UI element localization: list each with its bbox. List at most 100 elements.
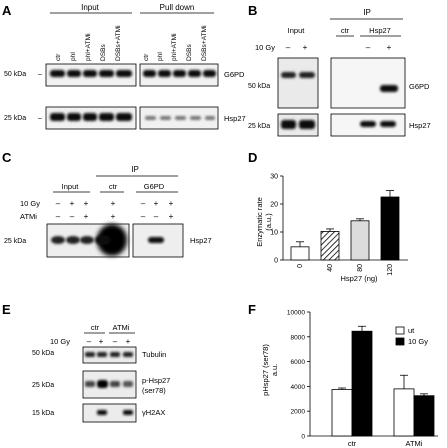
panel-a-lane-3: phl+ATMi [85, 33, 92, 61]
panel-a-lane-8: phl+ATMi [171, 33, 178, 61]
panel-f-xtick-label: ATMi [406, 439, 423, 448]
panel-d-ytick-label: 20 [270, 202, 278, 209]
panel-b-blot-ip-g6pd [330, 57, 406, 109]
panel-b-sign-3: – [366, 43, 371, 52]
panel-a-lane-6: ctr [143, 53, 150, 61]
panel-b-bands-ip-hsp27 [360, 121, 396, 127]
panel-e-letter: E [2, 302, 11, 317]
panel-d-ytick-label: 10 [270, 230, 278, 237]
panel-e: E ctr ATMi 10 Gy – + – + 50 kDa 25 kDa 1… [2, 302, 170, 423]
panel-f-legend-ut: ut [408, 326, 415, 335]
panel-f-letter: F [248, 302, 256, 317]
panel-e-mw-25: 25 kDa [32, 382, 54, 389]
panel-f-legend-10gy: 10 Gy [408, 337, 428, 346]
panel-d-xtick-label: 0 [297, 264, 304, 268]
panel-a-lane-10: DSBs+ATMi [201, 25, 208, 61]
panel-a-mw-25-tick: – [38, 115, 42, 122]
panel-c-gy-sign-4: + [111, 199, 116, 208]
panel-c-bands-input-ctr [51, 224, 127, 256]
panel-a-lane-2: phl [70, 52, 77, 61]
panel-d-letter: D [248, 150, 257, 165]
panel-b-ip: IP [363, 8, 371, 17]
panel-f-legend-swatch-ut [395, 326, 405, 335]
panel-a-mw-50: 50 kDa [4, 71, 26, 78]
panel-d-ylabel: Enzymatic rate [255, 197, 264, 247]
panel-c-letter: C [2, 150, 12, 165]
panel-f-ytick-label: 0 [301, 434, 305, 441]
panel-a-mw-25: 25 kDa [4, 115, 26, 122]
panel-c-atmi-sign-1: – [56, 212, 61, 221]
panel-d-ytick-label: 0 [274, 258, 278, 265]
panel-c-atmi: ATMi [20, 212, 37, 221]
panel-c-atmi-sign-5: – [141, 212, 146, 221]
panel-a-label-hsp27: Hsp27 [224, 114, 246, 123]
panel-e-sign-3: – [113, 337, 118, 346]
panel-a-mw-50-tick: – [38, 71, 42, 78]
panel-e-blot-gh2ax [82, 403, 137, 423]
panel-c-atmi-sign-6: – [154, 212, 159, 221]
panel-a-lane-1: ctr [55, 53, 62, 61]
panel-e-blot-tubulin [82, 346, 137, 364]
panel-e-bands-phsp27 [85, 380, 133, 388]
panel-e-label-tubulin: Tubulin [142, 350, 166, 359]
panel-f-ytick-label: 10000 [287, 310, 305, 317]
panel-f-ytick-label: 8000 [291, 334, 306, 341]
panel-b-label-hsp27: Hsp27 [409, 121, 431, 130]
panel-d-xtick-label: 40 [327, 264, 334, 272]
panel-d-ytick-label: 30 [270, 174, 278, 181]
panel-c-gy-sign-1: – [56, 199, 61, 208]
panel-c-gy-sign-2: + [70, 199, 75, 208]
panel-f-ytick-label: 2000 [291, 409, 306, 416]
panel-f-xtick-label: ctr [348, 439, 357, 448]
panel-f-bar [413, 395, 435, 437]
panel-f-bar [351, 330, 373, 437]
panel-f-ylabel: pHsp27 (ser78) [261, 344, 270, 396]
panel-b-blot-input-g6pd [277, 57, 319, 109]
panel-c-atmi-sign-4: + [111, 212, 116, 221]
panel-e-ctr: ctr [91, 323, 100, 332]
panel-b-sign-2: + [303, 43, 308, 52]
panel-a-lane-5: DSBs+ATMi [115, 25, 122, 61]
panel-f-ytick-label: 4000 [291, 384, 306, 391]
panel-e-label-gh2ax: γH2AX [142, 408, 165, 417]
panel-d-xtick-label: 80 [357, 264, 364, 272]
panel-a-pulldown-header: Pull down [160, 3, 195, 12]
panel-a-bands-input-g6pd [50, 70, 132, 77]
panel-e-label-phsp27: p-Hsp27 [142, 376, 170, 385]
panel-b-hsp27: Hsp27 [369, 26, 391, 35]
panel-d-bar [350, 220, 370, 261]
panel-b-mw-25: 25 kDa [248, 123, 270, 130]
panel-c-gy-sign-6: + [154, 199, 159, 208]
panel-f-bar [393, 388, 415, 437]
panel-a-bands-input-hsp27 [50, 113, 132, 121]
panel-b-bands-ip-g6pd [380, 85, 398, 92]
panel-f-bar [331, 389, 353, 437]
panel-d-bar [290, 246, 310, 261]
panel-a-input-header: Input [81, 3, 100, 12]
panel-b-label-g6pd: G6PD [409, 82, 430, 91]
panel-a-bands-pulldown-hsp27 [145, 116, 215, 120]
panel-e-bands-tubulin [85, 352, 133, 357]
panel-a-lane-7: phl [157, 52, 164, 61]
panel-f-legend-swatch-10gy [395, 337, 405, 346]
panel-f-ylabel-unit: a.u. [270, 364, 279, 377]
panel-e-atmi: ATMi [113, 323, 130, 332]
panel-b-sign-4: + [387, 43, 392, 52]
panel-c-input: Input [62, 182, 80, 191]
panel-e-label-ser78: (ser78) [142, 386, 166, 395]
panel-d-bar [380, 196, 400, 261]
panel-e-bands-gh2ax [97, 410, 133, 415]
panel-e-sign-2: + [99, 337, 104, 346]
panel-b-blot-input-hsp27 [277, 113, 319, 137]
panel-c-atmi-sign-3: + [84, 212, 89, 221]
panel-b-input: Input [288, 26, 306, 35]
panel-b-letter: B [248, 3, 257, 18]
panel-e-sign-1: – [87, 337, 92, 346]
panel-c-ctr: ctr [109, 182, 118, 191]
panel-e-mw-15: 15 kDa [32, 410, 54, 417]
panel-c-gy-sign-5: – [141, 199, 146, 208]
panel-c-g6pd: G6PD [144, 182, 165, 191]
panel-c-gy-sign-3: + [84, 199, 89, 208]
